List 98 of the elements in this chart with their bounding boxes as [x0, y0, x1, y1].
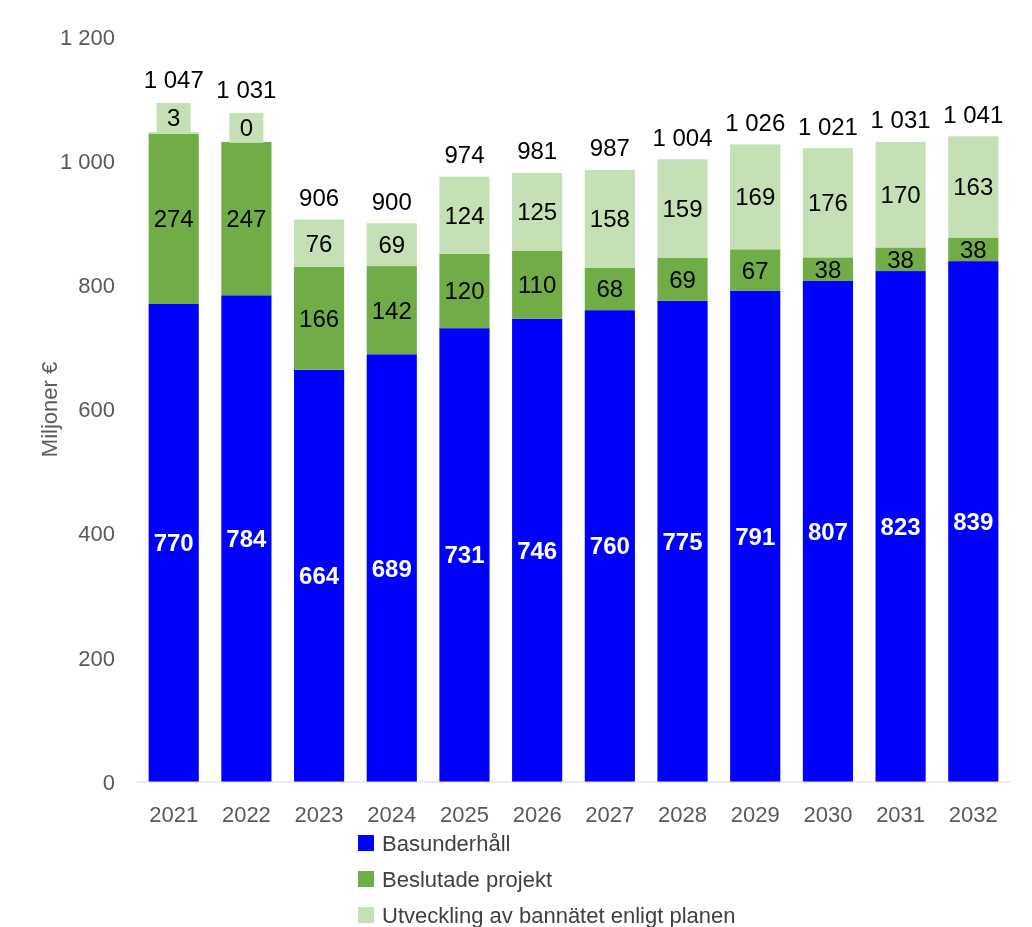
data-label: 69 — [669, 265, 696, 293]
total-label: 1 041 — [943, 100, 1004, 128]
bar — [730, 249, 781, 291]
x-tick-label: 2029 — [730, 801, 780, 827]
x-tick-label: 2025 — [439, 801, 489, 827]
data-label: 775 — [662, 527, 703, 555]
bar — [294, 219, 345, 267]
data-label: 163 — [953, 173, 994, 201]
data-label: 38 — [814, 255, 842, 283]
data-label: 274 — [153, 205, 194, 233]
data-label: 3 — [167, 104, 181, 132]
data-label: 68 — [596, 275, 624, 303]
y-axis-title: Miljoner € — [37, 361, 62, 458]
data-label: 38 — [887, 245, 914, 273]
bar — [512, 318, 563, 782]
y-tick-label: 800 — [78, 273, 115, 299]
bar — [512, 250, 563, 319]
data-label: 689 — [371, 554, 412, 582]
total-label: 974 — [444, 141, 485, 169]
data-label: 247 — [226, 204, 267, 232]
data-label: 69 — [378, 231, 406, 259]
data-label: 731 — [444, 541, 485, 569]
data-label: 166 — [299, 304, 340, 332]
x-tick-label: 2031 — [876, 801, 926, 827]
bar — [366, 266, 417, 355]
data-label: 67 — [741, 256, 769, 284]
data-label: 38 — [959, 235, 987, 263]
data-label: 807 — [807, 517, 848, 545]
bar — [875, 141, 926, 248]
bar — [657, 159, 708, 259]
legend-label: Utveckling av bannätet enligt planen — [382, 902, 736, 927]
x-tick-label: 2021 — [149, 801, 199, 827]
x-tick-label: 2027 — [585, 801, 635, 827]
data-label: 839 — [953, 507, 994, 535]
bar — [148, 303, 199, 782]
y-tick-label: 400 — [78, 521, 115, 547]
y-tick-label: 0 — [102, 769, 115, 795]
total-label: 987 — [589, 134, 630, 162]
bar — [439, 253, 490, 329]
bar — [294, 369, 345, 782]
data-label: 125 — [517, 198, 558, 226]
data-label: 170 — [880, 181, 921, 209]
total-label: 981 — [517, 137, 558, 165]
data-label: 124 — [444, 201, 485, 229]
total-label: 1 026 — [725, 108, 786, 136]
x-tick-label: 2026 — [512, 801, 562, 827]
total-label: 1 021 — [797, 112, 858, 140]
x-tick-label: 2022 — [221, 801, 271, 827]
bar — [657, 300, 708, 782]
data-label: 791 — [735, 522, 776, 550]
bar — [366, 354, 417, 782]
total-label: 1 047 — [143, 66, 204, 94]
x-tick-label: 2032 — [948, 801, 998, 827]
bar — [730, 144, 781, 250]
bar — [439, 176, 490, 254]
bar — [802, 280, 853, 782]
total-label: 906 — [299, 183, 340, 211]
total-label: 1 031 — [870, 106, 931, 134]
data-label: 76 — [305, 229, 333, 257]
y-tick-label: 1 000 — [59, 148, 115, 174]
y-tick-label: 1 200 — [59, 24, 115, 50]
y-tick-label: 600 — [78, 397, 115, 423]
data-label: 158 — [589, 205, 630, 233]
data-label: 0 — [239, 114, 254, 142]
total-label: 1 031 — [216, 76, 277, 104]
data-label: 784 — [226, 525, 268, 553]
total-label: 1 004 — [652, 123, 713, 151]
data-label: 120 — [444, 277, 485, 305]
bar — [584, 310, 635, 782]
bar — [948, 136, 999, 238]
data-label: 823 — [880, 512, 921, 540]
legend-label: Beslutade projekt — [382, 866, 552, 892]
bar — [221, 295, 272, 782]
total-label: 900 — [371, 187, 412, 215]
x-tick-label: 2030 — [803, 801, 853, 827]
bar — [512, 172, 563, 251]
bar — [439, 328, 490, 782]
bar — [657, 258, 708, 301]
data-label: 159 — [662, 195, 703, 223]
data-label: 746 — [517, 536, 558, 564]
x-tick-label: 2028 — [658, 801, 708, 827]
bar — [294, 266, 345, 370]
bar — [948, 261, 999, 782]
data-label: 110 — [518, 271, 557, 299]
data-label: 664 — [299, 562, 340, 590]
legend-label: Basunderhåll — [382, 830, 511, 856]
x-tick-label: 2024 — [367, 801, 417, 827]
data-label: 169 — [735, 183, 776, 211]
bar — [875, 271, 926, 782]
x-tick-label: 2023 — [294, 801, 344, 827]
bar — [584, 169, 635, 268]
data-label: 770 — [153, 529, 194, 557]
data-label: 142 — [371, 296, 412, 324]
bar — [802, 148, 853, 258]
data-label: 760 — [589, 532, 630, 560]
bar — [730, 290, 781, 782]
data-label: 176 — [807, 189, 848, 217]
y-tick-label: 200 — [78, 645, 115, 671]
